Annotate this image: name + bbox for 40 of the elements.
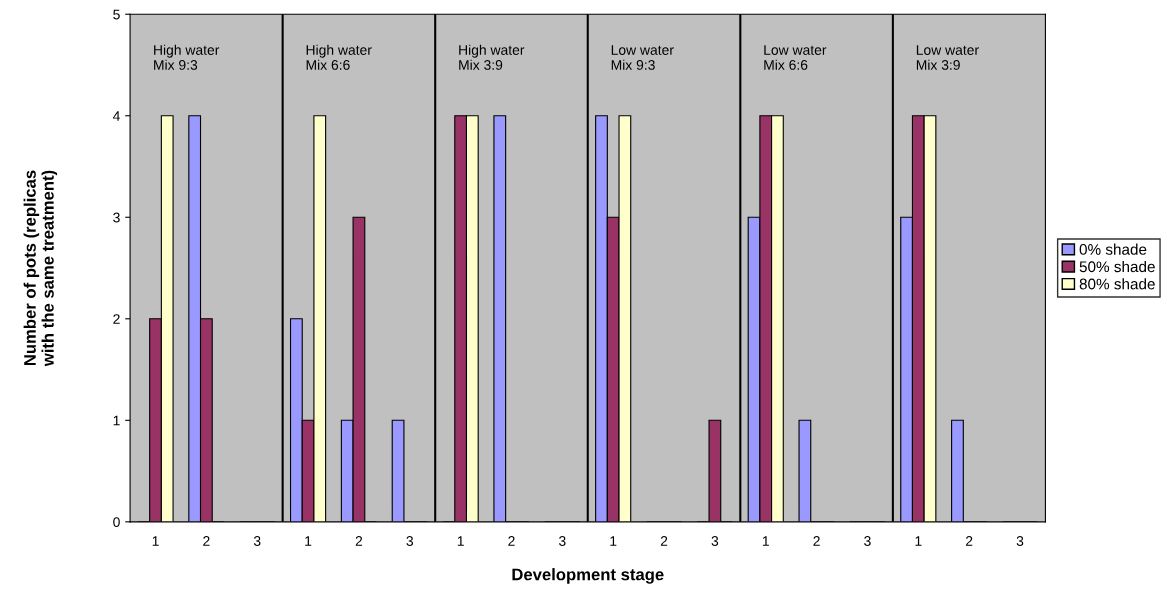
y-tick-label: 0 <box>113 517 120 528</box>
annotation: High water Mix 3:9 <box>459 44 525 70</box>
x-tick-label: 2 <box>355 536 363 546</box>
x-tick-label: 1 <box>915 536 922 546</box>
y-tick-label: 5 <box>113 9 120 20</box>
x-axis-title: Development stage <box>512 568 664 584</box>
x-tick-label: 3 <box>1016 536 1024 546</box>
y-tick-label: 3 <box>113 212 120 223</box>
x-tick-label: 1 <box>152 536 159 546</box>
x-tick-label: 1 <box>610 536 617 546</box>
annotation: High water Mix 6:6 <box>306 44 372 70</box>
annotation: Low water Mix 9:3 <box>611 45 674 70</box>
x-tick-label: 1 <box>457 536 464 546</box>
x-tick-label: 1 <box>762 536 769 546</box>
x-tick-label: 3 <box>559 536 566 546</box>
x-tick-label: 2 <box>660 536 668 546</box>
x-tick-label: 3 <box>253 536 261 546</box>
x-tick-label: 2 <box>203 536 210 546</box>
y-axis-title: Number of pots (replicas with the same treatment) <box>23 170 58 367</box>
x-tick-label: 3 <box>406 536 414 546</box>
x-tick-label: 2 <box>813 536 820 546</box>
x-tick-label: 1 <box>305 536 312 546</box>
bar <box>493 115 507 522</box>
x-tick-label: 2 <box>508 536 515 546</box>
annotation: Low water Mix 3:9 <box>916 45 979 70</box>
legend-label: 80% shade <box>1079 278 1155 290</box>
bar <box>951 419 964 522</box>
y-tick-label: 4 <box>112 111 120 121</box>
bar <box>391 419 405 522</box>
y-tick-label: 2 <box>113 314 120 324</box>
y-tick-label: 1 <box>113 415 120 426</box>
annotation: Low water Mix 6:6 <box>764 45 827 70</box>
x-tick-label: 2 <box>965 536 973 546</box>
x-tick-label: 3 <box>711 536 719 546</box>
x-tick-label: 3 <box>864 536 871 546</box>
legend-label: 0% shade <box>1079 243 1147 255</box>
bar <box>798 419 812 522</box>
annotation: High water Mix 9:3 <box>154 44 220 70</box>
legend-label: 50% shade <box>1079 260 1155 273</box>
bar <box>708 419 722 522</box>
